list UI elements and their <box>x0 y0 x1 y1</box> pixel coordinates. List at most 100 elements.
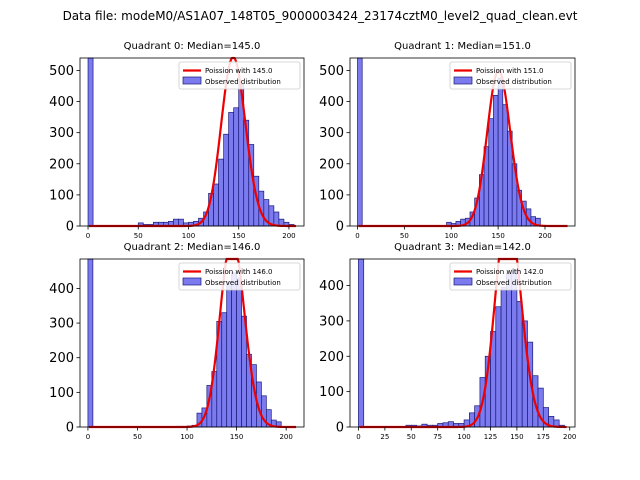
y-tick-label: 200 <box>319 157 344 172</box>
legend-bar-label: Observed distribution <box>205 78 281 86</box>
legend-bar-swatch <box>182 76 202 85</box>
axes-frame <box>349 57 576 227</box>
axes-frame <box>79 258 305 428</box>
legend-line-label: Poission with 145.0 <box>205 67 273 75</box>
y-tick-label: 300 <box>319 314 344 329</box>
histogram-bar <box>87 258 94 428</box>
y-tick-label: 200 <box>49 157 74 172</box>
y-tick-label: 500 <box>319 64 344 79</box>
histogram-bar <box>358 258 365 428</box>
quadrant-0-panel: Quadrant 0: Median=145.00100200300400500… <box>49 41 305 240</box>
quadrant-2-panel: Quadrant 2: Median=146.0 0 100 200 300 400 0 50… <box>49 242 305 441</box>
histogram-bar <box>223 133 230 227</box>
x-tick-label: 200 <box>538 232 551 240</box>
y-tick-label: 400 <box>319 279 344 294</box>
histogram-bar <box>516 301 523 428</box>
y-tick-label: 0 <box>336 421 344 436</box>
y-tick-label: 100 <box>319 188 344 203</box>
legend-box <box>178 262 301 291</box>
legend-bar-label: Observed distribution <box>205 279 281 287</box>
x-tick-label: 200 <box>282 232 295 240</box>
histogram-bar <box>236 277 242 428</box>
y-tick-label: 0 <box>66 220 74 235</box>
y-tick-label: 0 <box>336 220 344 235</box>
x-tick-label: 150 <box>230 433 243 441</box>
axes-frame <box>79 57 305 227</box>
y-tick-label: 300 <box>49 126 74 141</box>
y-tick-label: 300 <box>49 317 74 332</box>
x-tick-label: 200 <box>279 433 292 441</box>
histogram-bar <box>497 77 504 227</box>
legend-line-label: Poission with 146.0 <box>205 268 273 276</box>
x-tick-label: 75 <box>433 433 442 441</box>
y-tick-label: 400 <box>319 95 344 110</box>
legend-box <box>178 61 301 90</box>
axes-frame <box>349 258 576 428</box>
y-tick-label: 400 <box>49 95 74 110</box>
histogram-bar <box>273 211 280 227</box>
x-tick-label: 25 <box>380 433 389 441</box>
x-tick-label: 0 <box>356 433 360 441</box>
histogram-bar <box>231 272 237 428</box>
legend-box <box>449 262 572 291</box>
poisson-curve <box>358 69 568 228</box>
panel-title: Quadrant 0: Median=145.0 <box>124 41 261 52</box>
x-tick-label: 0 <box>86 232 90 240</box>
y-tick-label: 100 <box>319 385 344 400</box>
y-tick-label: 200 <box>319 350 344 365</box>
histogram-bar <box>87 57 94 227</box>
histogram-bar <box>226 281 232 428</box>
x-tick-label: 150 <box>491 232 504 240</box>
y-tick-label: 500 <box>49 64 74 79</box>
x-tick-label: 50 <box>133 433 142 441</box>
histogram-bar <box>500 286 507 428</box>
x-tick-label: 125 <box>484 433 497 441</box>
histogram-bar <box>357 57 363 227</box>
y-tick-label: 100 <box>49 386 74 401</box>
x-tick-label: 50 <box>134 232 143 240</box>
legend-bar-label: Observed distribution <box>476 78 552 86</box>
quadrant-1-panel: Quadrant 1: Median=151.00100200300400500… <box>319 41 576 240</box>
x-tick-label: 100 <box>180 433 193 441</box>
y-tick-label: 100 <box>49 188 74 203</box>
histogram-bar <box>495 306 502 428</box>
x-tick-label: 100 <box>445 232 458 240</box>
legend-bar-swatch <box>453 277 473 286</box>
x-tick-label: 175 <box>537 433 550 441</box>
histogram-bar <box>505 272 512 428</box>
panels: Quadrant 0: Median=145.00100200300400500… <box>49 41 576 441</box>
histogram-bar <box>221 312 228 428</box>
y-tick-label: 200 <box>49 351 74 366</box>
x-tick-label: 150 <box>232 232 245 240</box>
legend-box <box>449 61 572 90</box>
y-tick-label: 0 <box>66 421 74 436</box>
legend-bar-swatch <box>453 76 473 85</box>
histogram-bar <box>228 112 235 227</box>
y-tick-label: 300 <box>319 126 344 141</box>
x-tick-label: 100 <box>182 232 195 240</box>
histogram-bar <box>493 94 499 227</box>
x-tick-label: 50 <box>400 232 409 240</box>
histogram-bar <box>218 158 224 227</box>
x-tick-label: 50 <box>407 433 416 441</box>
figure-title: Data file: modeM0/AS1A07_148T05_90000034… <box>63 9 578 23</box>
histogram-bar <box>502 104 508 227</box>
x-tick-label: 150 <box>510 433 523 441</box>
legend-line-label: Poission with 151.0 <box>476 67 544 75</box>
x-tick-label: 0 <box>355 232 359 240</box>
quadrant-3-panel: Quadrant 3: Median=142.0 0 100 200 300 400 0 25… <box>319 242 576 441</box>
x-tick-label: 100 <box>457 433 470 441</box>
legend-bar-label: Observed distribution <box>476 279 552 287</box>
histogram-bar <box>511 269 518 428</box>
histogram-bar <box>213 183 219 227</box>
histogram-bar <box>488 118 494 227</box>
legend-line-label: Poission with 142.0 <box>476 268 544 276</box>
y-tick-label: 400 <box>49 282 74 297</box>
panel-title: Quadrant 2: Median=146.0 <box>124 242 261 253</box>
x-tick-label: 0 <box>86 433 90 441</box>
panel-title: Quadrant 3: Median=142.0 <box>394 242 531 253</box>
panel-title: Quadrant 1: Median=151.0 <box>394 41 531 52</box>
histogram-bar <box>233 107 240 227</box>
legend-bar-swatch <box>182 277 202 286</box>
